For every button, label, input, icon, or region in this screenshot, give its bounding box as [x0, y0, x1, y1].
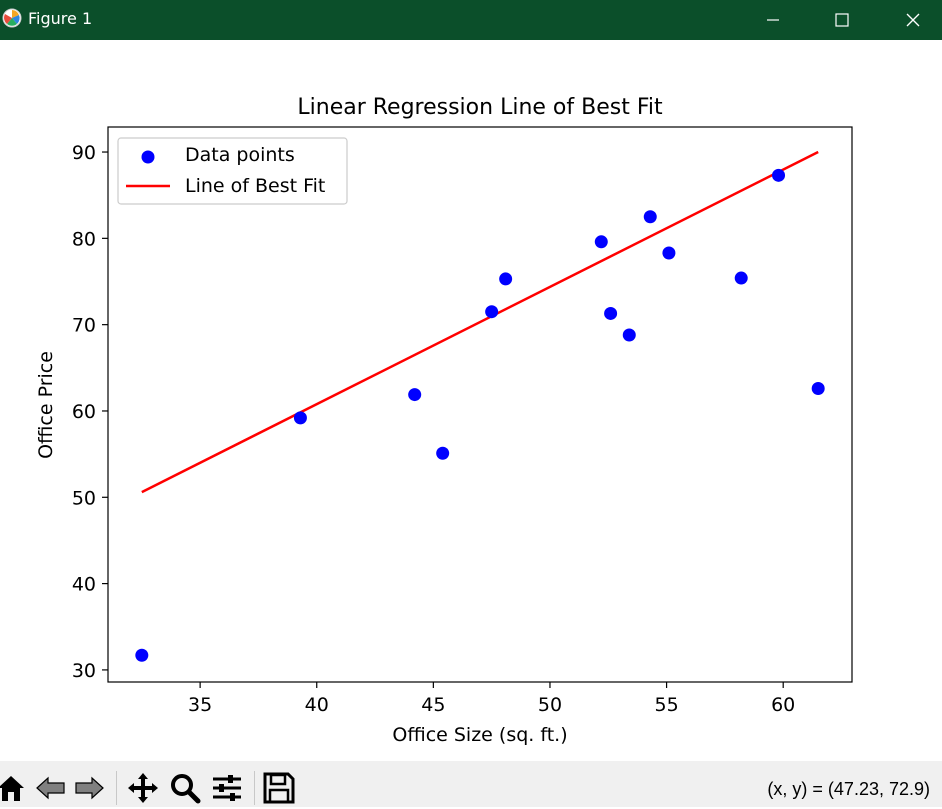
y-tick-label: 60 — [72, 401, 96, 423]
data-point — [499, 272, 513, 286]
data-point — [436, 446, 450, 460]
data-point — [293, 411, 307, 425]
x-tick-label: 35 — [188, 694, 212, 716]
pan-button[interactable] — [126, 771, 160, 805]
matplotlib-logo-icon — [2, 8, 22, 28]
back-button[interactable] — [34, 771, 68, 805]
data-point — [811, 382, 825, 396]
legend-label-best-fit: Line of Best Fit — [185, 175, 325, 197]
data-point — [662, 246, 676, 260]
save-button[interactable] — [262, 771, 296, 805]
save-icon — [263, 772, 295, 804]
data-point — [604, 306, 618, 320]
maximize-icon — [835, 13, 849, 27]
figure-canvas[interactable]: Linear Regression Line of Best Fit 35 40 4… — [0, 40, 942, 761]
minimize-button[interactable] — [750, 0, 796, 40]
y-tick-label: 70 — [72, 315, 96, 337]
x-tick-label: 45 — [421, 694, 445, 716]
toolbar-separator — [254, 771, 255, 805]
data-point — [135, 648, 149, 662]
toolbar-separator — [116, 771, 117, 805]
pan-icon — [128, 773, 158, 803]
navigation-toolbar: (x, y) = (47.23, 72.9) — [0, 761, 942, 807]
minimize-icon — [767, 19, 779, 21]
y-tick-label: 80 — [72, 228, 96, 250]
y-tick-label: 50 — [72, 487, 96, 509]
home-button[interactable] — [0, 771, 28, 805]
x-tick-label: 55 — [654, 694, 678, 716]
data-point — [485, 305, 499, 319]
scatter-chart[interactable]: Linear Regression Line of Best Fit 35 40 4… — [0, 40, 942, 761]
y-tick-label: 30 — [72, 660, 96, 682]
x-tick-label: 40 — [305, 694, 329, 716]
cursor-coordinates: (x, y) = (47.23, 72.9) — [767, 779, 930, 799]
y-tick-label: 40 — [72, 574, 96, 596]
forward-icon — [75, 776, 104, 800]
zoom-icon — [171, 774, 201, 804]
chart-title: Linear Regression Line of Best Fit — [297, 95, 663, 120]
maximize-button[interactable] — [819, 0, 865, 40]
close-button[interactable] — [890, 0, 936, 40]
configure-subplots-button[interactable] — [210, 771, 244, 805]
close-icon — [906, 13, 920, 27]
legend-scatter-marker — [141, 150, 155, 164]
x-tick-label: 50 — [538, 694, 562, 716]
window-titlebar: Figure 1 — [0, 0, 942, 40]
plot-area — [107, 126, 853, 683]
legend-box — [117, 137, 348, 205]
x-tick-label: 60 — [771, 694, 795, 716]
data-point — [772, 168, 786, 182]
x-axis-label: Office Size (sq. ft.) — [392, 724, 567, 746]
data-point — [594, 235, 608, 249]
legend-label-data-points: Data points — [185, 144, 295, 166]
data-point — [643, 210, 657, 224]
zoom-button[interactable] — [168, 771, 202, 805]
home-icon — [0, 776, 24, 801]
data-point — [622, 328, 636, 342]
back-icon — [36, 776, 65, 800]
window-title: Figure 1 — [28, 9, 93, 28]
data-point — [734, 271, 748, 285]
y-tick-label: 90 — [72, 142, 96, 164]
configure-subplots-icon — [213, 775, 241, 801]
data-point — [408, 388, 422, 402]
y-axis-label: Office Price — [35, 351, 57, 459]
legend: Data points Line of Best Fit — [117, 137, 348, 205]
best-fit-line — [141, 150, 819, 494]
forward-button[interactable] — [72, 771, 106, 805]
